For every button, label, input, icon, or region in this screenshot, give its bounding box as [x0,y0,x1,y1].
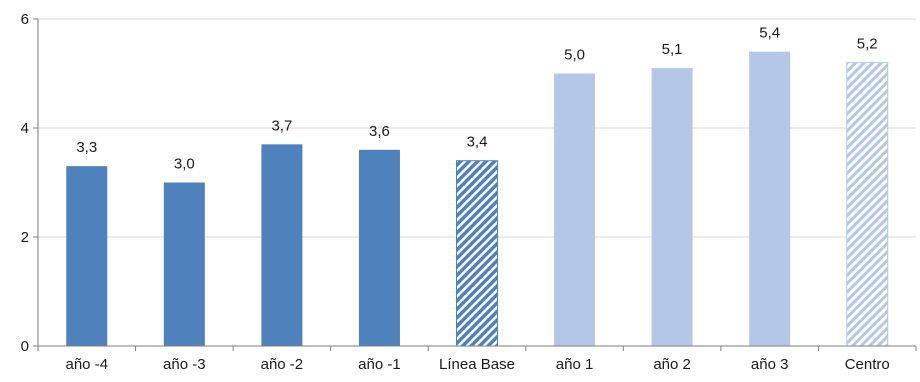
bar [456,160,498,347]
axes [33,18,917,351]
bars [66,51,889,347]
y-tick-label: 6 [21,11,29,28]
data-label: 3,0 [174,156,195,173]
bar [163,182,205,346]
x-tick-label: Línea Base [439,356,515,373]
x-tick-label: año 2 [653,356,691,373]
labels: 0 2 4 6 3,3 año -4 3,0 año -3 3,7 año -2 3,6 año -1… [21,11,890,373]
data-label: 3,7 [271,117,292,134]
bar [749,51,791,346]
bar [66,166,108,346]
x-tick-label: año -1 [358,356,401,373]
bar [261,144,303,346]
data-label: 3,4 [467,134,488,151]
bar [846,62,889,347]
x-tick-label: año 1 [556,356,594,373]
data-label: 5,1 [662,41,683,58]
y-tick-label: 2 [21,229,29,246]
data-label: 5,4 [759,25,780,42]
data-label: 3,3 [76,139,97,156]
bar [651,68,693,347]
x-tick-label: año -4 [66,356,109,373]
x-tick-label: año -2 [261,356,304,373]
x-tick-label: Centro [845,356,890,373]
y-tick-label: 4 [21,120,29,137]
data-label: 3,6 [369,123,390,140]
x-tick-label: año 3 [751,356,789,373]
data-label: 5,0 [564,47,585,64]
data-label: 5,2 [857,36,878,53]
bar [358,149,400,346]
bar [554,73,596,346]
y-tick-label: 0 [21,338,29,355]
x-tick-label: año -3 [163,356,206,373]
